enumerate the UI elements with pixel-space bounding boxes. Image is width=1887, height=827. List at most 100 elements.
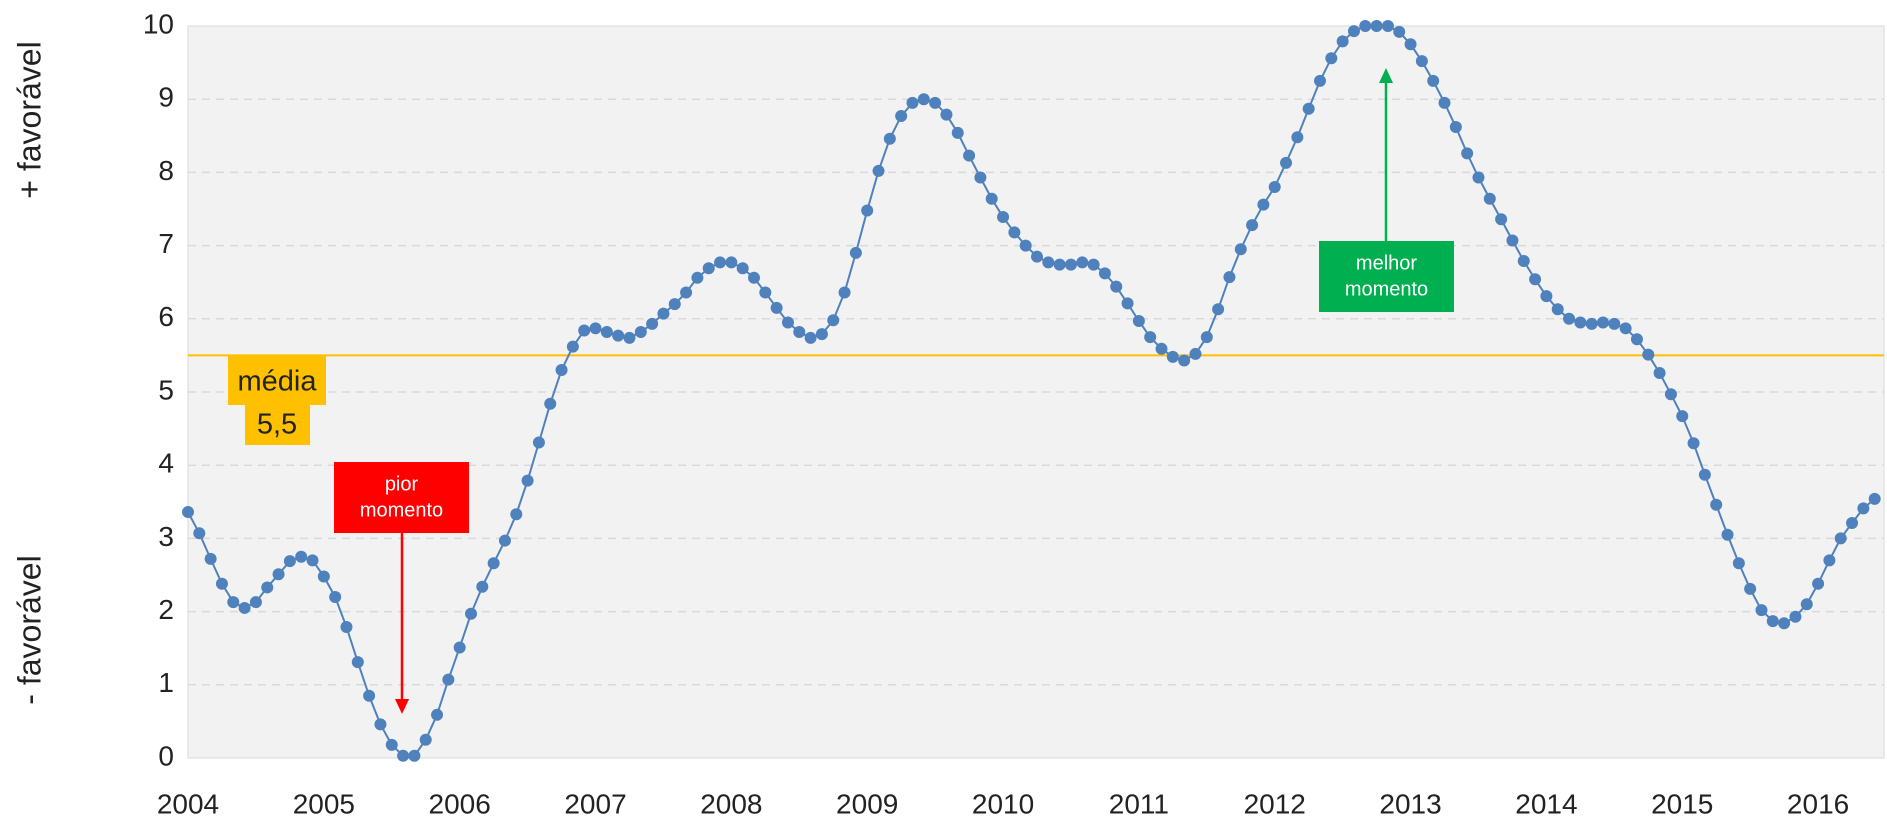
mean-box xyxy=(228,355,326,405)
data-point xyxy=(1042,256,1055,269)
x-tick-label: 2005 xyxy=(293,788,355,819)
data-point xyxy=(1766,615,1779,628)
x-tick-label: 2013 xyxy=(1379,788,1441,819)
data-point xyxy=(1857,502,1870,515)
y-tick-label: 0 xyxy=(158,740,174,771)
y-tick-label: 4 xyxy=(158,448,174,479)
data-point xyxy=(1246,219,1259,232)
data-point xyxy=(1721,528,1734,541)
data-point xyxy=(691,271,704,284)
data-point xyxy=(1110,280,1123,293)
annotation-box xyxy=(1319,241,1454,312)
data-point xyxy=(1687,437,1700,450)
data-point xyxy=(849,246,862,259)
data-point xyxy=(544,397,557,410)
data-point xyxy=(1212,303,1225,316)
data-point xyxy=(1347,25,1360,38)
data-point xyxy=(974,171,987,184)
data-point xyxy=(929,96,942,109)
y-tick-label: 2 xyxy=(158,594,174,625)
data-point xyxy=(646,317,659,330)
data-point xyxy=(442,673,455,686)
data-point xyxy=(748,271,760,284)
data-point xyxy=(193,527,206,540)
data-point xyxy=(419,733,432,746)
data-point xyxy=(600,325,613,338)
data-point xyxy=(985,192,998,205)
data-point xyxy=(1834,532,1847,545)
data-point xyxy=(1019,239,1032,252)
y-tick-label: 7 xyxy=(158,228,174,259)
data-point xyxy=(1449,121,1462,134)
data-point xyxy=(1144,331,1157,344)
data-point xyxy=(1778,617,1791,630)
data-point xyxy=(261,581,274,594)
data-point xyxy=(1132,314,1145,327)
data-point xyxy=(872,164,885,177)
data-point xyxy=(431,708,444,721)
data-point xyxy=(1291,131,1304,144)
data-point xyxy=(1846,517,1859,530)
data-point xyxy=(1517,254,1530,267)
data-point xyxy=(1461,147,1474,160)
data-point xyxy=(566,340,579,353)
data-point xyxy=(906,96,919,109)
data-point xyxy=(1574,316,1587,329)
data-point xyxy=(1483,192,1496,205)
data-point xyxy=(453,641,466,654)
data-point xyxy=(680,286,693,299)
data-point xyxy=(1653,366,1666,379)
data-point xyxy=(1359,20,1372,32)
x-tick-label: 2006 xyxy=(429,788,491,819)
data-point xyxy=(363,689,376,702)
data-point xyxy=(1087,258,1100,271)
data-point xyxy=(861,204,874,217)
data-point xyxy=(283,555,296,568)
data-point xyxy=(1642,348,1655,361)
data-point xyxy=(578,324,591,337)
y-label-top: + favorável xyxy=(11,41,47,198)
data-point xyxy=(1064,258,1077,271)
data-point xyxy=(295,550,308,563)
data-point xyxy=(487,557,500,570)
data-point xyxy=(1076,256,1089,269)
y-tick-label: 10 xyxy=(143,8,174,39)
data-point xyxy=(498,534,511,547)
data-point xyxy=(408,749,421,762)
data-point xyxy=(1178,354,1191,367)
data-point xyxy=(714,256,727,269)
y-tick-label: 9 xyxy=(158,82,174,113)
y-tick-label: 8 xyxy=(158,155,174,186)
x-tick-label: 2015 xyxy=(1651,788,1713,819)
data-point xyxy=(1551,303,1564,316)
data-point xyxy=(827,314,840,327)
data-point xyxy=(1630,333,1643,346)
data-point xyxy=(759,286,772,299)
data-point xyxy=(272,568,285,581)
data-point xyxy=(1698,468,1711,481)
data-point xyxy=(1302,102,1315,115)
data-point xyxy=(793,325,806,338)
data-point xyxy=(1472,171,1485,184)
data-point xyxy=(204,552,217,565)
data-point xyxy=(215,577,228,590)
data-point xyxy=(781,316,794,329)
data-point xyxy=(895,110,908,123)
x-tick-label: 2011 xyxy=(1109,788,1169,819)
data-point xyxy=(1314,74,1326,87)
data-point xyxy=(1529,273,1542,286)
data-point xyxy=(1053,258,1066,271)
data-point xyxy=(634,325,647,338)
x-tick-label: 2014 xyxy=(1515,788,1577,819)
mean-box xyxy=(245,405,310,445)
data-point xyxy=(702,262,715,275)
data-point xyxy=(838,286,851,299)
x-tick-label: 2004 xyxy=(157,788,219,819)
data-point xyxy=(1800,598,1813,611)
data-point xyxy=(1495,213,1508,226)
data-point xyxy=(1812,577,1825,590)
data-point xyxy=(1031,250,1043,263)
x-tick-label: 2007 xyxy=(564,788,626,819)
data-point xyxy=(1415,55,1428,68)
